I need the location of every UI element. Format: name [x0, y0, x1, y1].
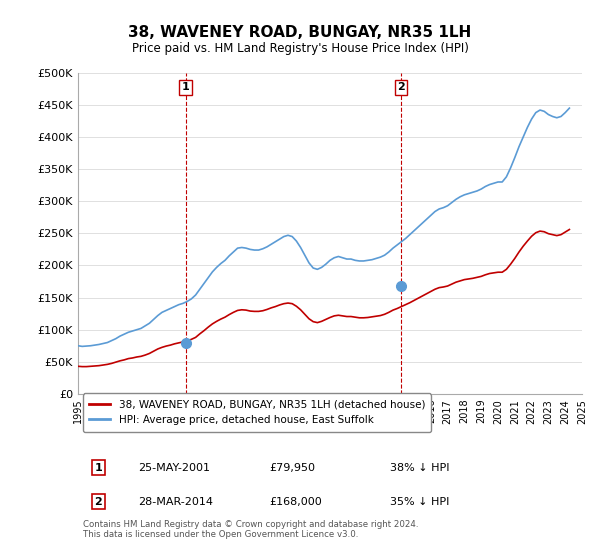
Text: 28-MAR-2014: 28-MAR-2014 [139, 497, 214, 507]
Text: Price paid vs. HM Land Registry's House Price Index (HPI): Price paid vs. HM Land Registry's House … [131, 42, 469, 55]
Text: 1: 1 [94, 463, 102, 473]
Text: £79,950: £79,950 [269, 463, 316, 473]
Legend: 38, WAVENEY ROAD, BUNGAY, NR35 1LH (detached house), HPI: Average price, detache: 38, WAVENEY ROAD, BUNGAY, NR35 1LH (deta… [83, 394, 431, 432]
Text: Contains HM Land Registry data © Crown copyright and database right 2024.
This d: Contains HM Land Registry data © Crown c… [83, 520, 419, 539]
Text: 1: 1 [182, 82, 190, 92]
Text: 38, WAVENEY ROAD, BUNGAY, NR35 1LH: 38, WAVENEY ROAD, BUNGAY, NR35 1LH [128, 25, 472, 40]
Text: 25-MAY-2001: 25-MAY-2001 [139, 463, 211, 473]
Text: 2: 2 [398, 82, 405, 92]
Text: 38% ↓ HPI: 38% ↓ HPI [391, 463, 450, 473]
Text: 2: 2 [94, 497, 102, 507]
Text: 35% ↓ HPI: 35% ↓ HPI [391, 497, 450, 507]
Text: £168,000: £168,000 [269, 497, 322, 507]
